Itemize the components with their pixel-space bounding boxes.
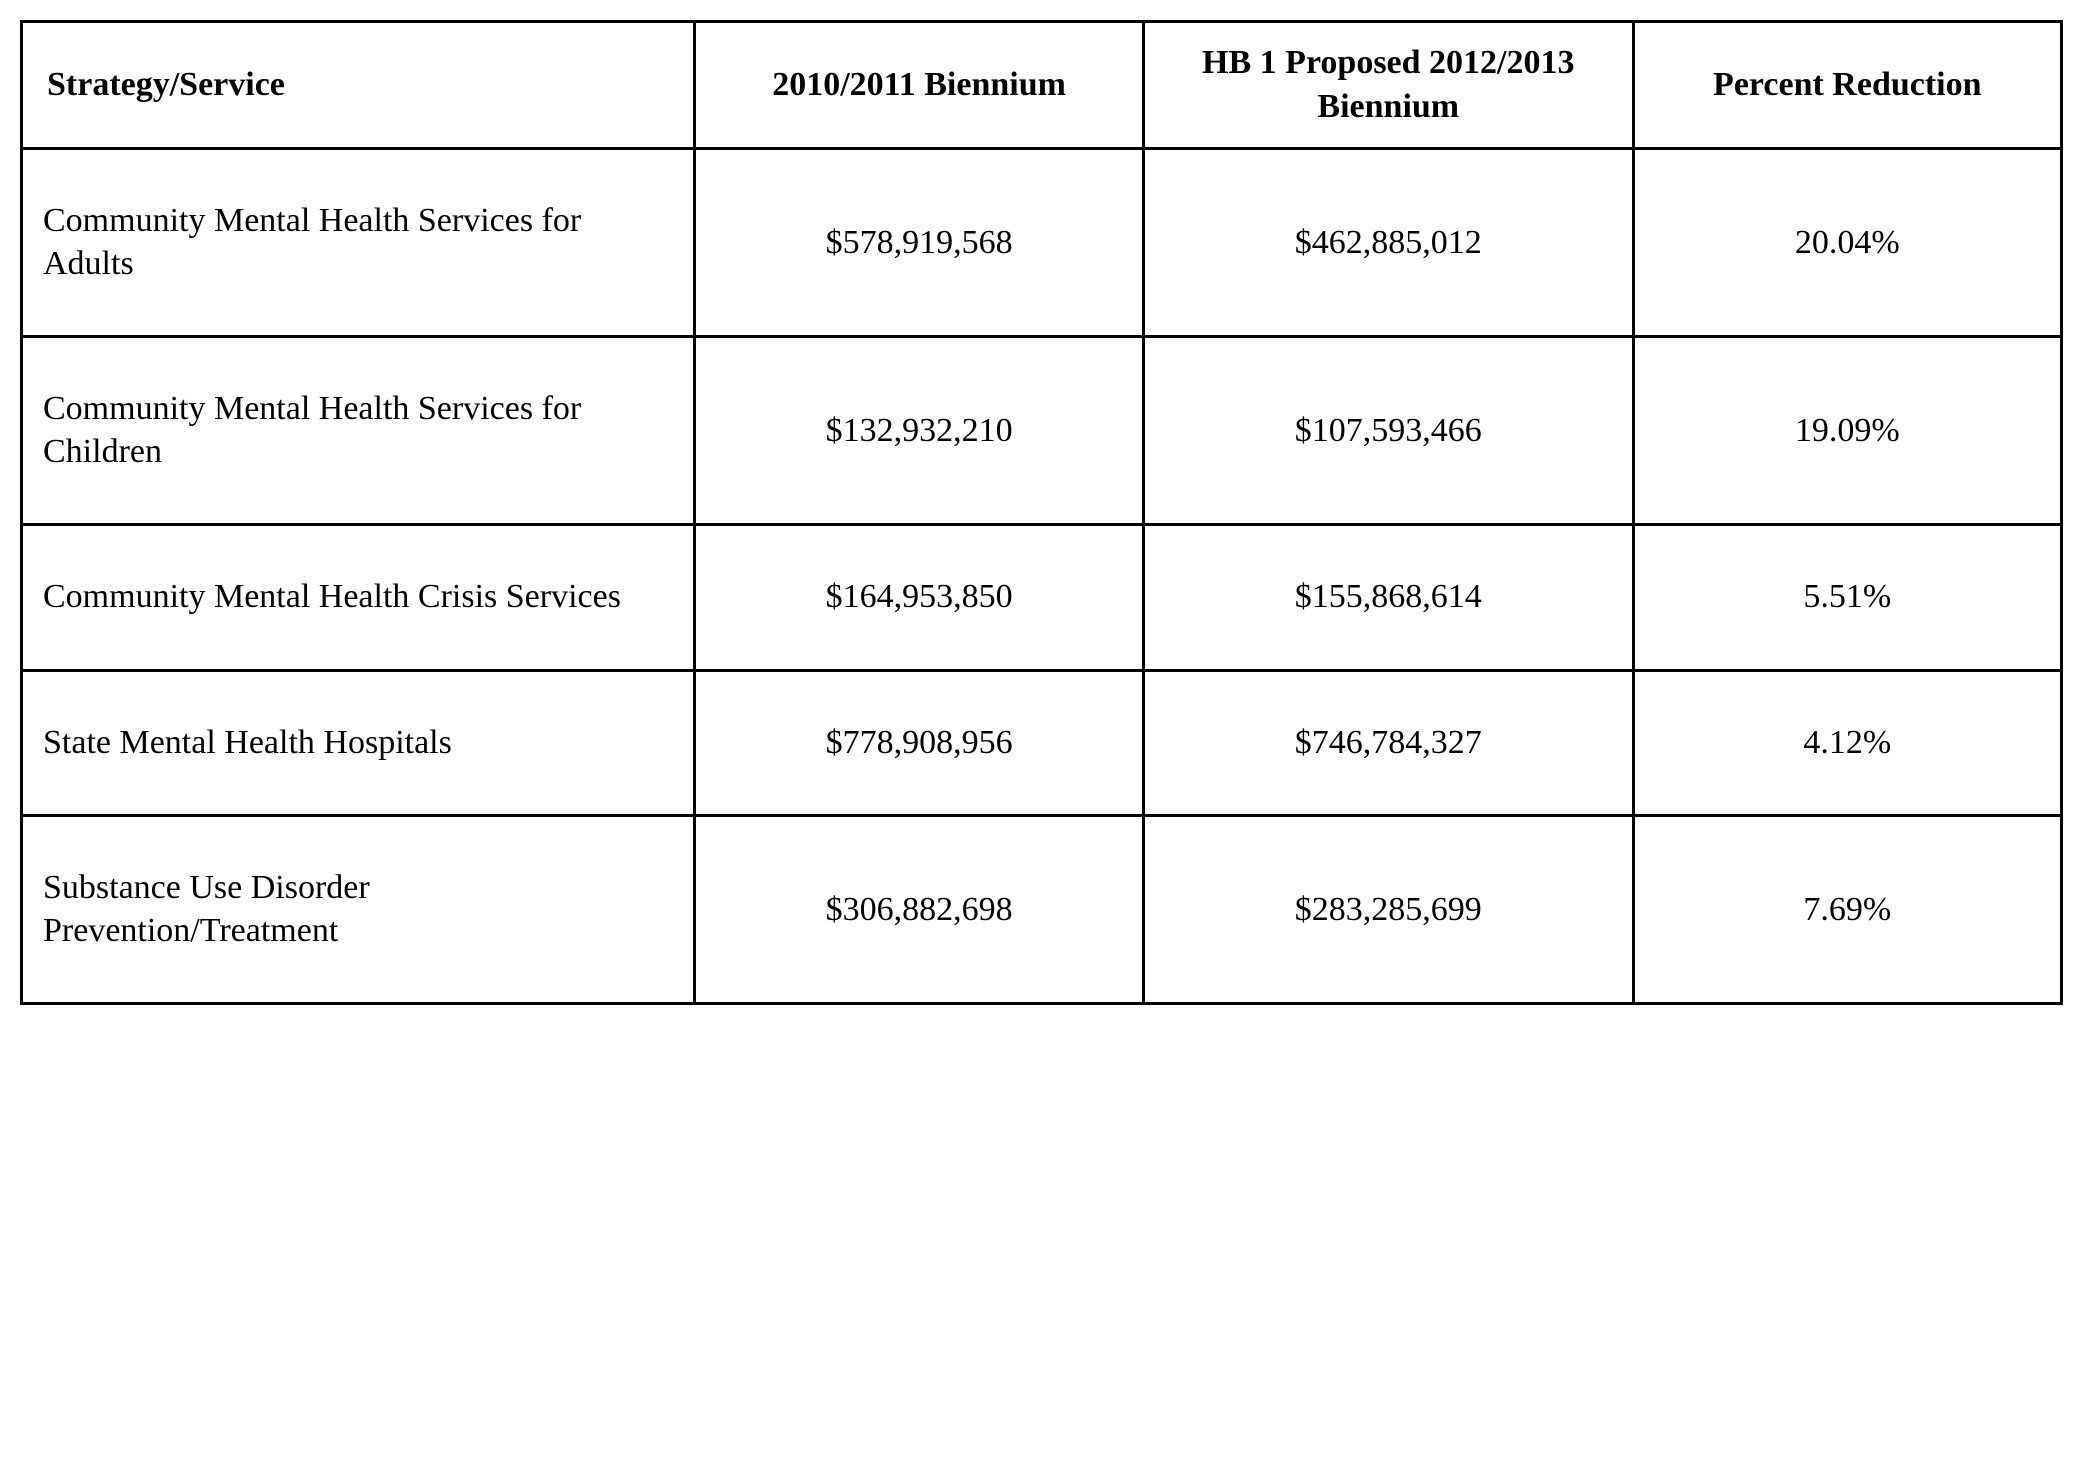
cell-biennium-2010: $306,882,698 — [695, 816, 1144, 1004]
header-strategy-service: Strategy/Service — [22, 22, 695, 149]
table-row: State Mental Health Hospitals $778,908,9… — [22, 670, 2062, 816]
cell-biennium-2010: $164,953,850 — [695, 525, 1144, 671]
header-percent-reduction: Percent Reduction — [1633, 22, 2061, 149]
cell-service: Substance Use Disorder Prevention/Treatm… — [22, 816, 695, 1004]
header-biennium-2012-2013: HB 1 Proposed 2012/2013 Biennium — [1143, 22, 1633, 149]
cell-service: Community Mental Health Crisis Services — [22, 525, 695, 671]
cell-percent: 4.12% — [1633, 670, 2061, 816]
table-row: Substance Use Disorder Prevention/Treatm… — [22, 816, 2062, 1004]
cell-service: State Mental Health Hospitals — [22, 670, 695, 816]
budget-reduction-table: Strategy/Service 2010/2011 Biennium HB 1… — [20, 20, 2063, 1005]
table-header-row: Strategy/Service 2010/2011 Biennium HB 1… — [22, 22, 2062, 149]
cell-percent: 20.04% — [1633, 149, 2061, 337]
table-row: Community Mental Health Services for Chi… — [22, 337, 2062, 525]
cell-biennium-2012: $462,885,012 — [1143, 149, 1633, 337]
cell-biennium-2010: $578,919,568 — [695, 149, 1144, 337]
cell-percent: 19.09% — [1633, 337, 2061, 525]
cell-biennium-2012: $107,593,466 — [1143, 337, 1633, 525]
header-biennium-2010-2011: 2010/2011 Biennium — [695, 22, 1144, 149]
cell-biennium-2012: $746,784,327 — [1143, 670, 1633, 816]
cell-service: Community Mental Health Services for Adu… — [22, 149, 695, 337]
cell-biennium-2012: $283,285,699 — [1143, 816, 1633, 1004]
cell-biennium-2012: $155,868,614 — [1143, 525, 1633, 671]
cell-percent: 7.69% — [1633, 816, 2061, 1004]
table-row: Community Mental Health Services for Adu… — [22, 149, 2062, 337]
cell-percent: 5.51% — [1633, 525, 2061, 671]
cell-biennium-2010: $778,908,956 — [695, 670, 1144, 816]
cell-biennium-2010: $132,932,210 — [695, 337, 1144, 525]
cell-service: Community Mental Health Services for Chi… — [22, 337, 695, 525]
table-row: Community Mental Health Crisis Services … — [22, 525, 2062, 671]
